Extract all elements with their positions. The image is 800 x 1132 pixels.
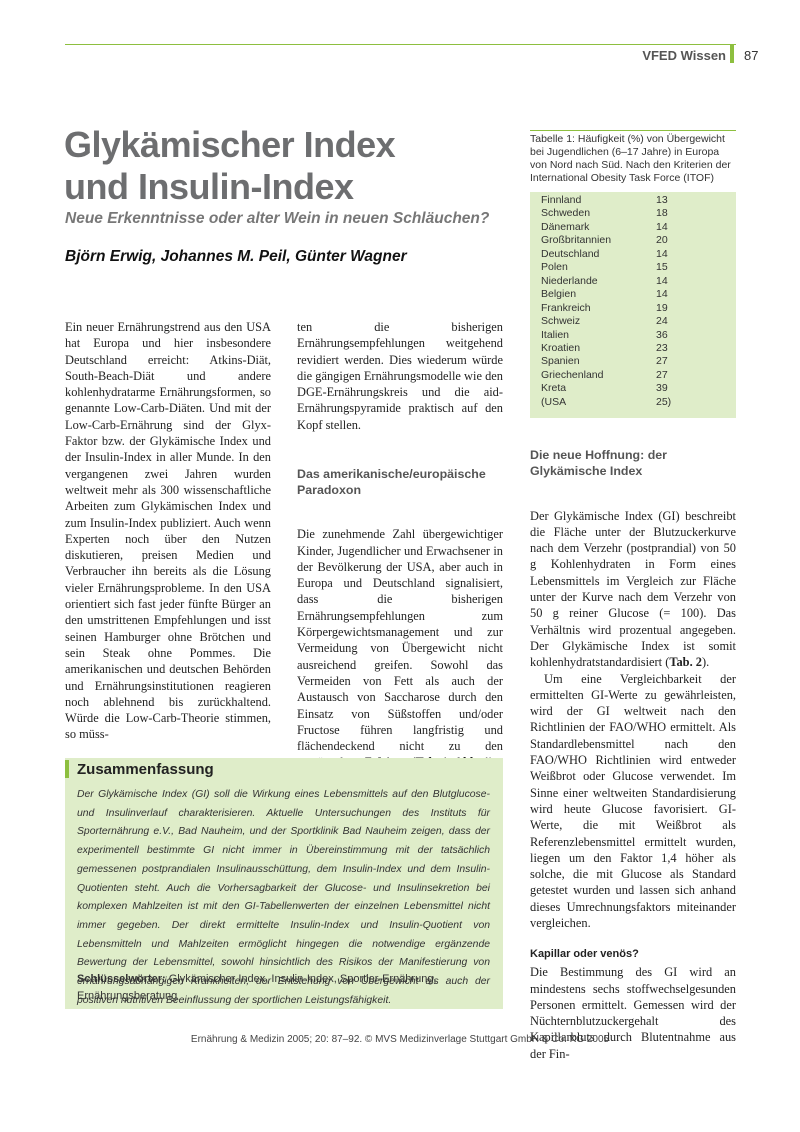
country: Dänemark — [541, 220, 590, 233]
column: Die neue Hoffnung: der Glykämische Index… — [530, 447, 736, 1095]
table-row: Niederlande 14 — [541, 275, 671, 288]
table-row: Italien 36 — [541, 329, 671, 342]
value: 19 — [656, 301, 668, 314]
table-row: Belgien 14 — [541, 288, 671, 301]
text: ). — [701, 655, 710, 670]
subtitle: Neue Erkenntnisse oder alter Wein in neu… — [65, 210, 490, 227]
table-row: (USA 25) — [541, 396, 671, 409]
table-row: Dänemark 14 — [541, 221, 671, 234]
value: 15 — [656, 261, 668, 274]
paragraph: Die Bestimmung des GI wird an mindestens… — [530, 964, 736, 1062]
table-row: Griechenland 27 — [541, 369, 671, 382]
text: Ein neuer Ernährungstrend aus den USA ha… — [65, 320, 271, 742]
summary-text: Der Glykämische Index (GI) soll die Wirk… — [77, 789, 490, 1006]
value: 14 — [656, 274, 668, 287]
table-caption: Tabelle 1: Häufigkeit (%) von Übergewich… — [530, 133, 731, 184]
heading: Das amerikanische/europäische Paradoxon — [297, 466, 503, 499]
summary-heading: Zusammenfassung — [77, 761, 214, 778]
country: Spanien — [541, 355, 580, 368]
table-row: Kreta 39 — [541, 382, 671, 395]
summary-bar — [65, 760, 69, 778]
keywords-text: Glykämischer Index, Insulin-Index, Sport… — [77, 973, 437, 1002]
value: 13 — [656, 194, 668, 206]
header-rule — [65, 44, 736, 45]
value: 27 — [656, 355, 668, 368]
keywords: Schlüsselwörter: Glykämischer Index, Ins… — [77, 971, 490, 1005]
value: 14 — [656, 247, 668, 260]
value: 39 — [656, 382, 668, 395]
footer: Ernährung & Medizin 2005; 20: 87–92. © M… — [190, 1034, 610, 1045]
title: Glykämischer Index und Insulin-Index — [64, 124, 396, 208]
table: Finnland 13 Schweden 18 Dänemark 14 Großbritan… — [541, 194, 671, 409]
title-line: Glykämischer Index — [64, 124, 396, 165]
section-name: VFED Wissen — [642, 48, 726, 63]
value: 36 — [656, 328, 668, 341]
country: Belgien — [541, 288, 577, 301]
column: Ein neuer Ernährungstrend aus den USA ha… — [65, 319, 271, 775]
text: Um eine Vergleichbarkeit der ermittelten… — [530, 671, 736, 931]
country: Kreta — [541, 382, 567, 395]
country: Deutschland — [541, 247, 600, 260]
header-bar — [730, 45, 734, 63]
table-row: Polen 15 — [541, 261, 671, 274]
table-row: Schweiz 24 — [541, 315, 671, 328]
caption-rule — [530, 130, 736, 131]
page-number: 87 — [744, 48, 759, 63]
keywords-label: Schlüsselwörter: — [77, 973, 166, 985]
country: Schweden — [541, 207, 591, 220]
value: 18 — [656, 207, 668, 220]
paragraph: ten die bisherigen Ernährungsempfehlunge… — [297, 319, 503, 433]
text: Kapillar oder venös? — [530, 947, 639, 960]
table-row: Spanien 27 — [541, 355, 671, 368]
paragraph: Der Glykämische Index (GI) beschreibt di… — [530, 508, 736, 671]
table-row: Schweden 18 — [541, 207, 671, 220]
value: 14 — [656, 220, 668, 233]
value: 24 — [656, 315, 668, 328]
summary-box — [65, 758, 503, 1009]
text: ten die bisherigen Ernährungsempfehlunge… — [297, 320, 503, 432]
country: Griechenland — [541, 368, 604, 381]
column: ten die bisherigen Ernährungsempfehlunge… — [297, 319, 503, 803]
title-line: und Insulin-Index — [64, 166, 354, 207]
table-row: Kroatien 23 — [541, 342, 671, 355]
country: Großbritannien — [541, 234, 612, 247]
country: Frankreich — [541, 301, 591, 314]
text: Die Bestimmung des GI wird an mindestens… — [530, 965, 736, 1061]
table-row: Großbritannien 20 — [541, 234, 671, 247]
table-row: Frankreich 19 — [541, 302, 671, 315]
heading: Kapillar oder venös? — [530, 946, 736, 962]
table-box: Finnland 13 Schweden 18 Dänemark 14 Großbritan… — [530, 192, 736, 418]
country: Polen — [541, 261, 568, 274]
country: Schweiz — [541, 315, 581, 328]
country: Kroatien — [541, 341, 581, 354]
value: 20 — [656, 234, 668, 247]
text: Die zunehmende Zahl übergewichtiger Kind… — [297, 527, 503, 769]
table-row: Deutschland 14 — [541, 248, 671, 261]
country: Italien — [541, 328, 570, 341]
heading: Die neue Hoffnung: der Glykämische Index — [530, 447, 736, 480]
paragraph: Ein neuer Ernährungstrend aus den USA ha… — [65, 319, 271, 743]
country: (USA — [541, 395, 567, 408]
reference: Tab. 2 — [669, 655, 702, 670]
text: Die neue Hoffnung: der Glykämische Index — [530, 448, 667, 479]
paragraph: Um eine Vergleichbarkeit der ermittelten… — [530, 671, 736, 932]
text: Das amerikanische/europäische Paradoxon — [297, 466, 486, 497]
country: Niederlande — [541, 274, 598, 287]
text: Der Glykämische Index (GI) beschreibt di… — [530, 508, 736, 670]
authors: Björn Erwig, Johannes M. Peil, Günter Wa… — [65, 248, 407, 265]
value: 23 — [656, 341, 668, 354]
paragraph: Die zunehmende Zahl übergewichtiger Kind… — [297, 526, 503, 770]
country: Finnland — [541, 194, 582, 206]
value: 14 — [656, 288, 668, 301]
table-row: Finnland 13 — [541, 194, 671, 207]
value: 27 — [656, 368, 668, 381]
value: 25) — [656, 395, 672, 408]
